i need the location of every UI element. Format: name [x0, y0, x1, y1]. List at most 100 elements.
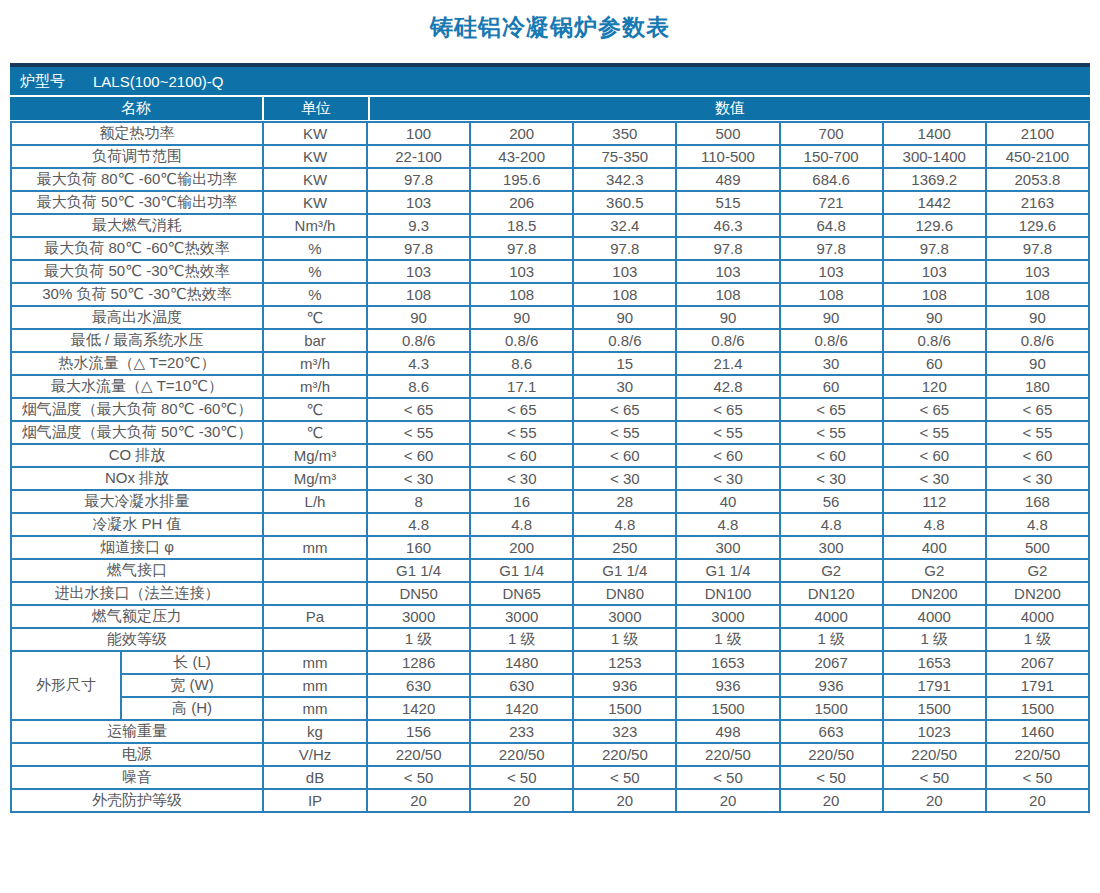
value-cell: 1500 — [986, 697, 1089, 720]
unit-cell: mm — [263, 536, 367, 559]
value-cell: 90 — [573, 306, 676, 329]
unit-cell: kg — [263, 720, 367, 743]
value-cell: 4.8 — [367, 513, 470, 536]
value-cell: 22-100 — [367, 145, 470, 168]
value-cell: < 60 — [573, 444, 676, 467]
value-cell: < 30 — [470, 467, 573, 490]
value-cell: < 60 — [986, 444, 1089, 467]
value-cell: 3000 — [367, 605, 470, 628]
value-cell: 0.8/6 — [780, 329, 883, 352]
value-cell: G2 — [883, 559, 986, 582]
value-cell: 90 — [986, 306, 1089, 329]
table-row: 燃气额定压力Pa3000300030003000400040004000 — [11, 605, 1089, 628]
param-name-cell: 噪音 — [11, 766, 263, 789]
dimension-group-label: 外形尺寸 — [11, 651, 121, 720]
value-cell: 21.4 — [676, 352, 779, 375]
param-name-cell: 最大冷凝水排量 — [11, 490, 263, 513]
value-cell: 90 — [676, 306, 779, 329]
value-cell: G1 1/4 — [573, 559, 676, 582]
value-cell: 250 — [573, 536, 676, 559]
value-cell: 630 — [367, 674, 470, 697]
value-cell: 0.8/6 — [470, 329, 573, 352]
table-row: 最大负荷 80℃ -60℃热效率%97.897.897.897.897.897.… — [11, 237, 1089, 260]
value-cell: < 60 — [780, 444, 883, 467]
value-cell: 1420 — [367, 697, 470, 720]
table-row: 额定热功率KW10020035050070014002100 — [11, 122, 1089, 145]
value-cell: 220/50 — [780, 743, 883, 766]
param-name-cell: 进出水接口（法兰连接） — [11, 582, 263, 605]
value-cell: < 50 — [986, 766, 1089, 789]
value-cell: 156 — [367, 720, 470, 743]
param-name-cell: 燃气接口 — [11, 559, 263, 582]
unit-cell: ℃ — [263, 421, 367, 444]
value-cell: < 55 — [367, 421, 470, 444]
value-cell: 60 — [780, 375, 883, 398]
param-name-cell: CO 排放 — [11, 444, 263, 467]
unit-cell: Mg/m³ — [263, 444, 367, 467]
value-cell: 1 级 — [367, 628, 470, 651]
value-cell: 32.4 — [573, 214, 676, 237]
value-cell: 936 — [676, 674, 779, 697]
unit-cell: m³/h — [263, 352, 367, 375]
value-cell: 220/50 — [573, 743, 676, 766]
value-cell: 2163 — [986, 191, 1089, 214]
unit-cell — [263, 559, 367, 582]
value-cell: < 60 — [367, 444, 470, 467]
value-cell: 110-500 — [676, 145, 779, 168]
unit-cell: % — [263, 283, 367, 306]
value-cell: 97.8 — [367, 168, 470, 191]
unit-cell — [263, 513, 367, 536]
table-row: 最大负荷 50℃ -30℃热效率%103103103103103103103 — [11, 260, 1089, 283]
value-cell: 500 — [986, 536, 1089, 559]
unit-cell: dB — [263, 766, 367, 789]
param-name-cell: 最大负荷 80℃ -60℃输出功率 — [11, 168, 263, 191]
value-cell: < 65 — [883, 398, 986, 421]
value-cell: < 60 — [676, 444, 779, 467]
value-cell: < 50 — [573, 766, 676, 789]
param-name-cell: 最大负荷 50℃ -30℃输出功率 — [11, 191, 263, 214]
table-row: CO 排放Mg/m³< 60< 60< 60< 60< 60< 60< 60 — [11, 444, 1089, 467]
table-row: 热水流量（△ T=20℃）m³/h4.38.61521.4306090 — [11, 352, 1089, 375]
param-name-cell: 外壳防护等级 — [11, 789, 263, 812]
param-name-cell: 长 (L) — [121, 651, 263, 674]
value-cell: 108 — [367, 283, 470, 306]
value-cell: 42.8 — [676, 375, 779, 398]
value-cell: DN100 — [676, 582, 779, 605]
value-cell: 489 — [676, 168, 779, 191]
value-cell: < 30 — [573, 467, 676, 490]
table-row: 最大负荷 50℃ -30℃输出功率KW103206360.55157211442… — [11, 191, 1089, 214]
table-row: 30% 负荷 50℃ -30℃热效率%108108108108108108108 — [11, 283, 1089, 306]
value-cell: 200 — [470, 122, 573, 145]
param-name-cell: 运输重量 — [11, 720, 263, 743]
column-header-unit: 单位 — [264, 97, 368, 120]
value-cell: 0.8/6 — [986, 329, 1089, 352]
value-cell: < 50 — [470, 766, 573, 789]
value-cell: G1 1/4 — [676, 559, 779, 582]
value-cell: < 55 — [883, 421, 986, 444]
value-cell: 103 — [367, 191, 470, 214]
value-cell: 233 — [470, 720, 573, 743]
value-cell: 1500 — [676, 697, 779, 720]
param-name-cell: 宽 (W) — [121, 674, 263, 697]
value-cell: 1 级 — [883, 628, 986, 651]
table-row: 负荷调节范围KW22-10043-20075-350110-500150-700… — [11, 145, 1089, 168]
value-cell: 20 — [986, 789, 1089, 812]
value-cell: 1500 — [573, 697, 676, 720]
value-cell: < 55 — [986, 421, 1089, 444]
table-row: 宽 (W)mm63063093693693617911791 — [11, 674, 1089, 697]
value-cell: 1286 — [367, 651, 470, 674]
param-name-cell: 负荷调节范围 — [11, 145, 263, 168]
value-cell: 90 — [367, 306, 470, 329]
unit-cell — [263, 628, 367, 651]
unit-cell: KW — [263, 122, 367, 145]
param-name-cell: 烟气温度（最大负荷 80℃ -60℃） — [11, 398, 263, 421]
value-cell: 936 — [780, 674, 883, 697]
value-cell: 1500 — [780, 697, 883, 720]
value-cell: 97.8 — [573, 237, 676, 260]
value-cell: 103 — [883, 260, 986, 283]
table-row: 噪音dB< 50< 50< 50< 50< 50< 50< 50 — [11, 766, 1089, 789]
value-cell: < 30 — [367, 467, 470, 490]
unit-cell: KW — [263, 145, 367, 168]
value-cell: 630 — [470, 674, 573, 697]
value-cell: 30 — [573, 375, 676, 398]
